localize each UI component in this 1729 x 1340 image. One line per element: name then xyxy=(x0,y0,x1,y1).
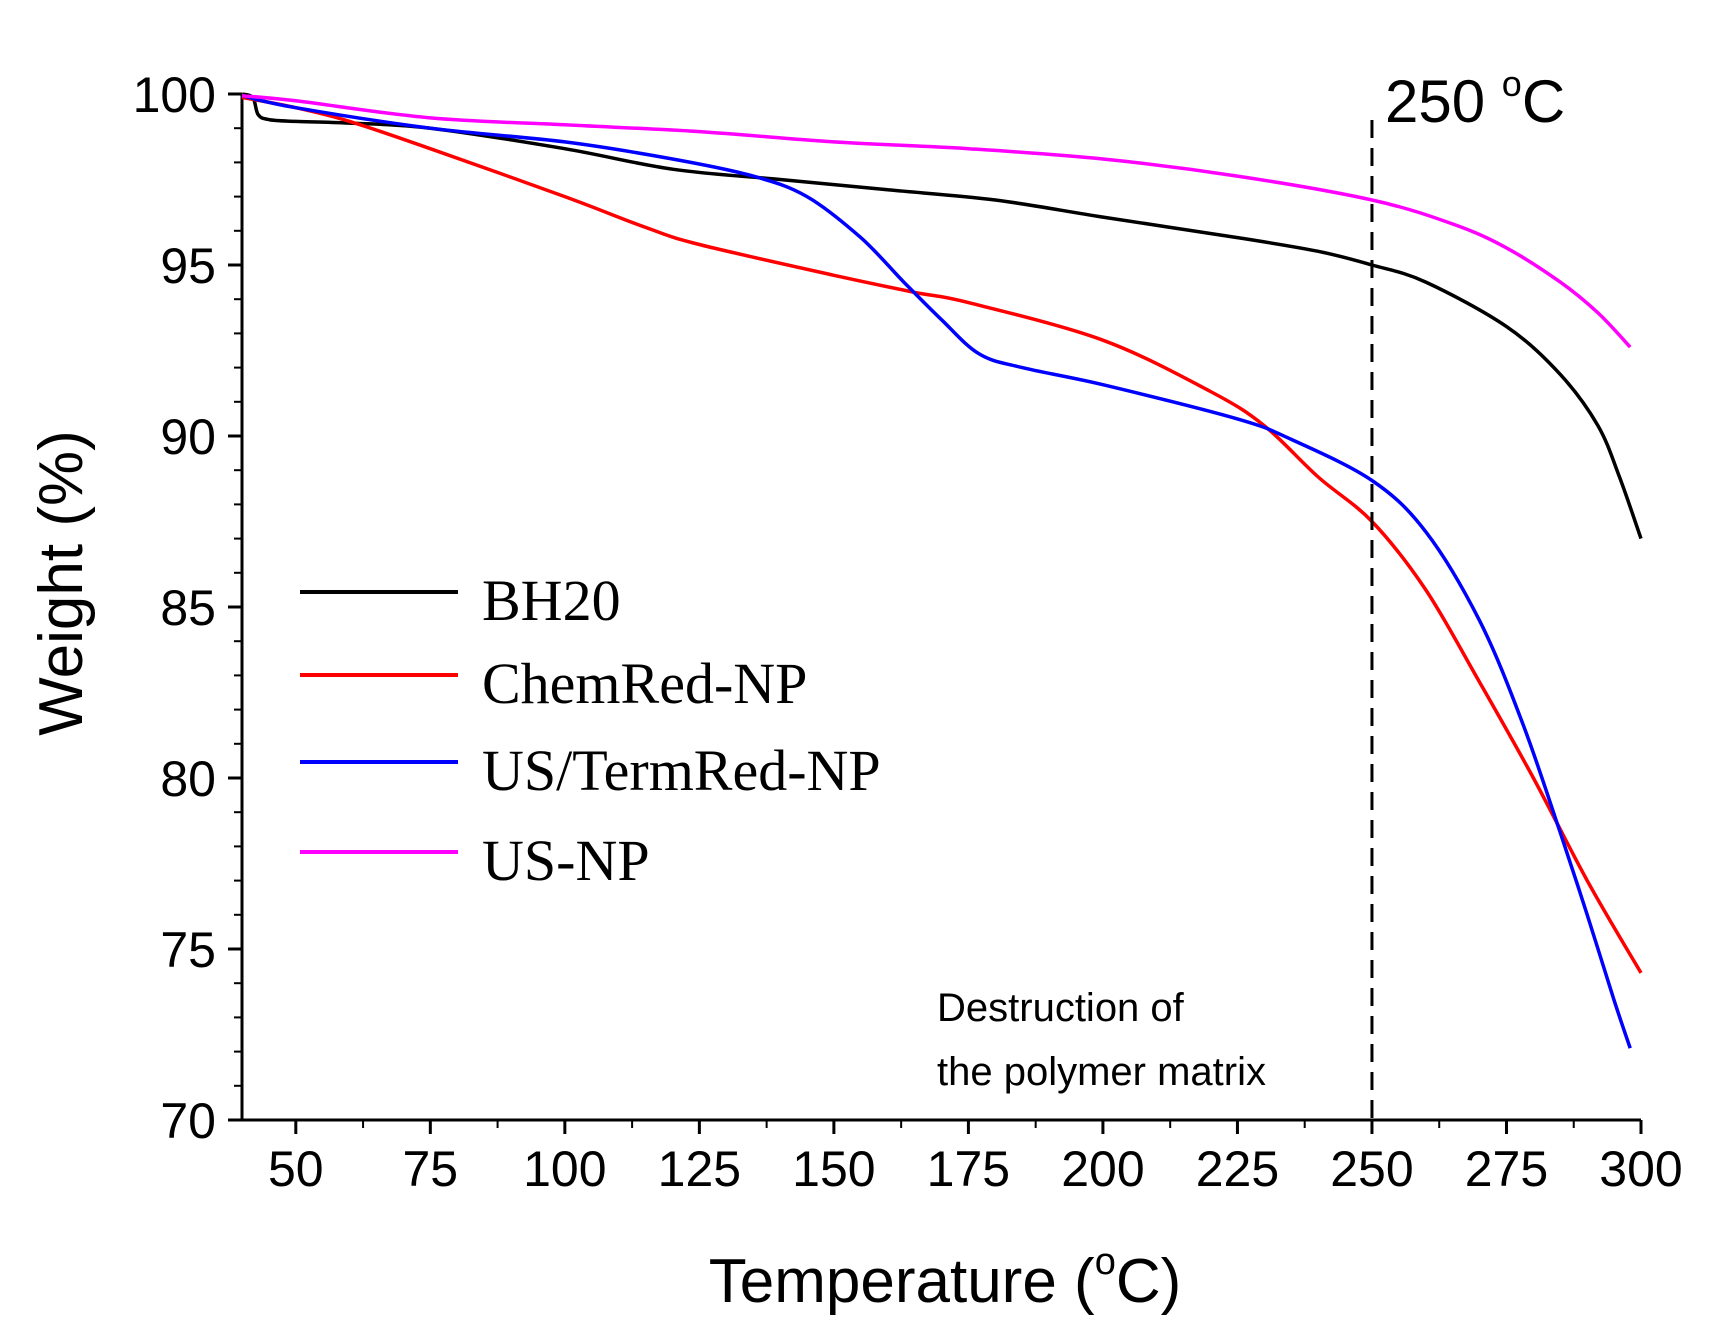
legend-label-us-termred-np: US/TermRed-NP xyxy=(482,738,881,803)
x-tick-label: 200 xyxy=(1061,1141,1144,1197)
x-tick-label: 225 xyxy=(1196,1141,1279,1197)
series-line-us-np xyxy=(241,93,1632,349)
x-axis-label: Temperature (oC) xyxy=(709,1241,1182,1316)
annotation-line-1: Destruction of xyxy=(937,986,1185,1030)
x-tick-label: 50 xyxy=(268,1141,324,1197)
x-tick-label: 125 xyxy=(658,1141,741,1197)
y-tick-label: 70 xyxy=(160,1093,216,1149)
x-tick-label: 300 xyxy=(1599,1141,1682,1197)
series-line-chemred-np xyxy=(241,95,1643,974)
legend-label-chemred-np: ChemRed-NP xyxy=(482,651,807,716)
y-tick-label: 100 xyxy=(133,67,216,123)
vline-label: 250 oC xyxy=(1385,63,1565,135)
x-tick-label: 75 xyxy=(403,1141,459,1197)
legend-label-bh20: BH20 xyxy=(482,568,621,633)
y-tick-label: 75 xyxy=(160,922,216,978)
y-tick-label: 95 xyxy=(160,238,216,294)
y-axis-label: Weight (%) xyxy=(27,430,96,736)
x-tick-label: 100 xyxy=(523,1141,606,1197)
series-layer xyxy=(241,92,1643,1049)
legend: BH20 ChemRed-NP US/TermRed-NP US-NP xyxy=(300,568,881,893)
x-tick-label: 275 xyxy=(1465,1141,1548,1197)
annotation-line-2: the polymer matrix xyxy=(937,1050,1266,1094)
series-line-us-termred-np xyxy=(241,93,1632,1049)
legend-label-us-np: US-NP xyxy=(482,828,650,893)
y-tick-label: 80 xyxy=(160,751,216,807)
x-tick-label: 175 xyxy=(927,1141,1010,1197)
x-tick-label: 250 xyxy=(1330,1141,1413,1197)
y-tick-label: 85 xyxy=(160,580,216,636)
series-line-bh20 xyxy=(241,92,1643,540)
x-tick-label: 150 xyxy=(792,1141,875,1197)
y-tick-label: 90 xyxy=(160,409,216,465)
plot-layer: 50 75 100 125 150 175 200 225 250 275 300 70 75 80 85 9… xyxy=(133,67,1683,1197)
